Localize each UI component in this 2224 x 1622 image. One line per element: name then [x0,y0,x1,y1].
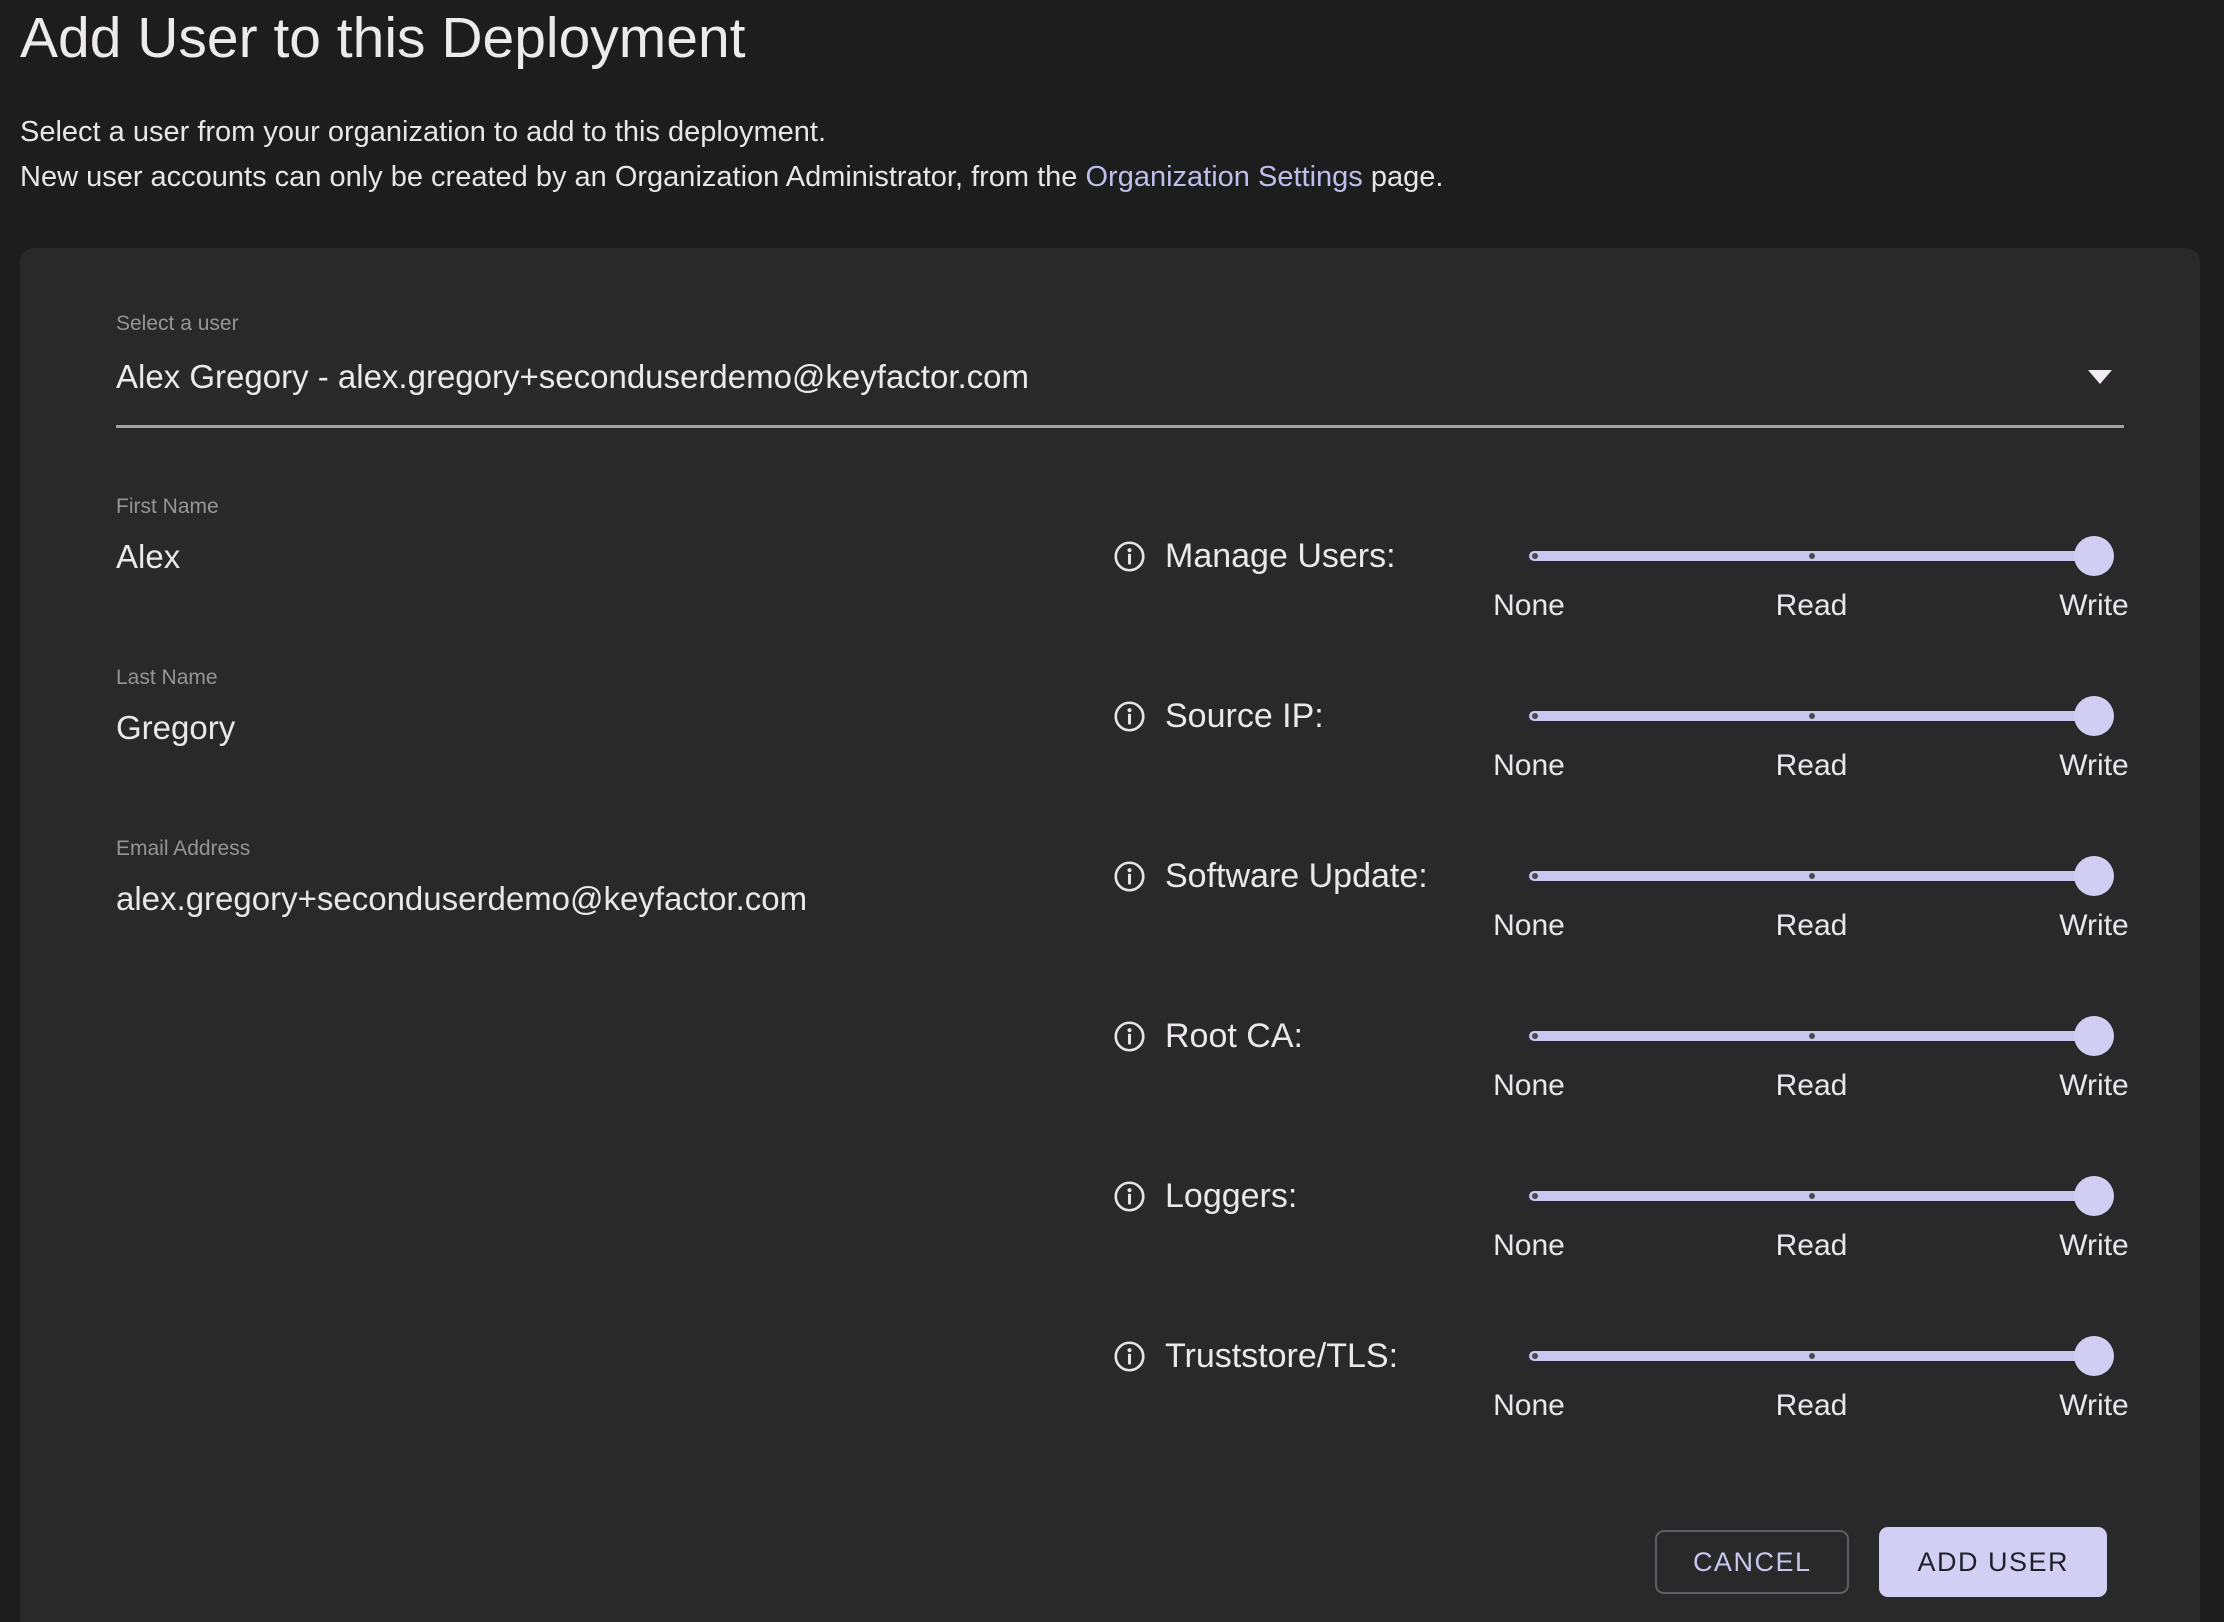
slider-mark-none [1532,1193,1538,1199]
first-name-value: Alex [116,538,181,575]
slider-option-read: Read [1775,1229,1848,1262]
first-name-field: First Name Alex [116,494,996,579]
permission-row-manage-users: Manage Users: None Read Write [1113,536,2129,696]
slider-option-labels: None Read Write [1493,1386,2129,1426]
slider-option-none: None [1493,909,1565,942]
email-label: Email Address [116,837,251,860]
slider-option-none: None [1493,589,1565,622]
slider-mark-read [1808,1193,1815,1199]
permission-slider[interactable] [1529,696,2114,736]
slider-option-read: Read [1775,909,1848,942]
info-icon[interactable] [1113,540,1146,573]
slider-option-write: Write [2059,589,2129,622]
slider-option-labels: None Read Write [1493,906,2129,946]
slider-track[interactable] [1529,536,2114,576]
slider-option-write: Write [2059,1229,2129,1262]
slider-mark-read [1808,713,1815,719]
slider-thumb[interactable] [2074,696,2114,736]
info-icon[interactable] [1113,860,1146,893]
dialog-actions: CANCEL ADD USER [1654,1527,2107,1597]
slider-mark-read [1808,1353,1815,1359]
page-title: Add User to this Deployment [20,6,746,70]
permission-label: Manage Users: [1165,536,1396,575]
user-info-column: First Name Alex Last Name Gregory Email … [116,494,996,1007]
slider-option-none: None [1493,749,1565,782]
first-name-label: First Name [116,495,219,518]
slider-track[interactable] [1529,1176,2114,1216]
permission-slider[interactable] [1529,1336,2114,1376]
permission-label: Root CA: [1165,1016,1303,1055]
slider-option-write: Write [2059,1069,2129,1102]
slider-thumb[interactable] [2074,1016,2114,1056]
permission-row-software-update: Software Update: None Read Write [1113,856,2129,1016]
slider-option-write: Write [2059,1389,2129,1422]
slider-option-read: Read [1775,589,1848,622]
slider-option-none: None [1493,1389,1565,1422]
slider-mark-none [1532,713,1538,719]
subtitle-line1: Select a user from your organization to … [20,116,826,148]
permission-label: Loggers: [1165,1176,1298,1215]
slider-thumb[interactable] [2074,856,2114,896]
select-underline [116,425,2124,428]
slider-mark-read [1808,553,1815,559]
slider-mark-none [1532,553,1538,559]
permission-row-source-ip: Source IP: None Read Write [1113,696,2129,856]
organization-settings-link[interactable]: Organization Settings [1085,161,1363,193]
slider-track[interactable] [1529,696,2114,736]
slider-track[interactable] [1529,1016,2114,1056]
permission-row-root-ca: Root CA: None Read Write [1113,1016,2129,1176]
slider-option-read: Read [1775,749,1848,782]
last-name-field: Last Name Gregory [116,665,996,750]
slider-mark-read [1808,1033,1815,1039]
slider-track[interactable] [1529,1336,2114,1376]
slider-thumb[interactable] [2074,536,2114,576]
permissions-column: Manage Users: None Read Write [1113,536,2129,1496]
slider-thumb[interactable] [2074,1176,2114,1216]
subtitle-line2-prefix: New user accounts can only be created by… [20,161,1086,193]
info-icon[interactable] [1113,1340,1146,1373]
slider-option-read: Read [1775,1389,1848,1422]
slider-option-none: None [1493,1069,1565,1102]
permission-slider[interactable] [1529,856,2114,896]
permission-slider[interactable] [1529,1016,2114,1056]
slider-option-labels: None Read Write [1493,1066,2129,1106]
slider-mark-none [1532,873,1538,879]
chevron-down-icon[interactable] [2088,370,2112,384]
email-field: Email Address alex.gregory+seconduserdem… [116,836,996,921]
info-icon[interactable] [1113,1020,1146,1053]
info-icon[interactable] [1113,1180,1146,1213]
slider-option-write: Write [2059,909,2129,942]
page-subtitle: Select a user from your organization to … [20,110,2224,200]
slider-mark-read [1808,873,1815,879]
slider-option-none: None [1493,1229,1565,1262]
permission-label: Source IP: [1165,696,1324,735]
cancel-button[interactable]: CANCEL [1654,1530,1850,1594]
email-value: alex.gregory+seconduserdemo@keyfactor.co… [116,880,808,917]
slider-option-labels: None Read Write [1493,746,2129,786]
user-select-value: Alex Gregory - alex.gregory+seconduserde… [116,358,1029,395]
slider-option-labels: None Read Write [1493,1226,2129,1266]
permission-label: Software Update: [1165,856,1428,895]
add-user-button[interactable]: ADD USER [1879,1527,2107,1597]
slider-thumb[interactable] [2074,1336,2114,1376]
subtitle-line2-suffix: page. [1362,161,1444,193]
permission-slider[interactable] [1529,1176,2114,1216]
slider-mark-none [1532,1353,1538,1359]
last-name-label: Last Name [116,666,218,689]
user-select-label: Select a user [116,312,239,335]
slider-mark-none [1532,1033,1538,1039]
user-select-field[interactable]: Select a user Alex Gregory - alex.gregor… [116,311,2124,428]
add-user-panel: Select a user Alex Gregory - alex.gregor… [20,248,2200,1622]
permission-row-truststore-tls: Truststore/TLS: None Read Write [1113,1336,2129,1496]
info-icon[interactable] [1113,700,1146,733]
permission-slider[interactable] [1529,536,2114,576]
last-name-value: Gregory [116,709,236,746]
permission-label: Truststore/TLS: [1165,1336,1399,1375]
slider-track[interactable] [1529,856,2114,896]
slider-option-write: Write [2059,749,2129,782]
slider-option-labels: None Read Write [1493,586,2129,626]
permission-row-loggers: Loggers: None Read Write [1113,1176,2129,1336]
slider-option-read: Read [1775,1069,1848,1102]
